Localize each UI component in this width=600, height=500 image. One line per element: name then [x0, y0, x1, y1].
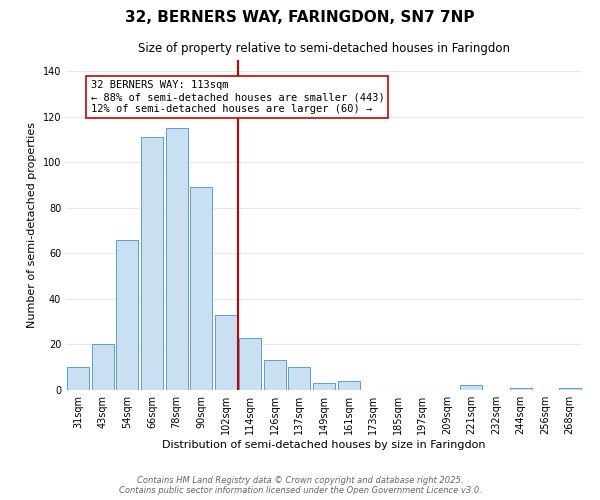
- Title: Size of property relative to semi-detached houses in Faringdon: Size of property relative to semi-detach…: [138, 42, 510, 54]
- Text: 32 BERNERS WAY: 113sqm
← 88% of semi-detached houses are smaller (443)
12% of se: 32 BERNERS WAY: 113sqm ← 88% of semi-det…: [91, 80, 385, 114]
- Bar: [338, 381, 359, 390]
- Bar: [509, 388, 532, 390]
- Bar: [166, 128, 188, 390]
- Bar: [313, 383, 335, 390]
- X-axis label: Distribution of semi-detached houses by size in Faringdon: Distribution of semi-detached houses by …: [162, 440, 486, 450]
- Bar: [239, 338, 262, 390]
- Bar: [190, 188, 212, 390]
- Bar: [460, 386, 482, 390]
- Bar: [92, 344, 114, 390]
- Bar: [559, 388, 581, 390]
- Text: Contains HM Land Registry data © Crown copyright and database right 2025.
Contai: Contains HM Land Registry data © Crown c…: [119, 476, 481, 495]
- Text: 32, BERNERS WAY, FARINGDON, SN7 7NP: 32, BERNERS WAY, FARINGDON, SN7 7NP: [125, 10, 475, 25]
- Bar: [289, 367, 310, 390]
- Bar: [67, 367, 89, 390]
- Bar: [116, 240, 139, 390]
- Bar: [264, 360, 286, 390]
- Bar: [141, 138, 163, 390]
- Bar: [215, 315, 237, 390]
- Y-axis label: Number of semi-detached properties: Number of semi-detached properties: [27, 122, 37, 328]
